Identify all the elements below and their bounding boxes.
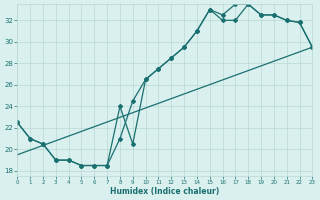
X-axis label: Humidex (Indice chaleur): Humidex (Indice chaleur) <box>110 187 220 196</box>
